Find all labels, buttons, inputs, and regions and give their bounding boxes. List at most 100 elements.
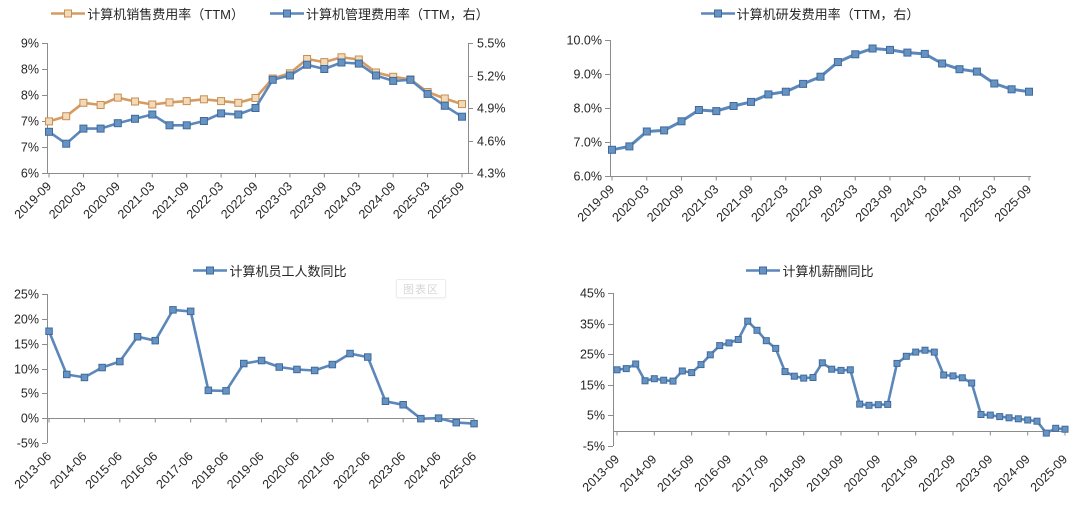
legend-marker-icon: [193, 266, 228, 275]
tick-label: 45%: [580, 287, 605, 301]
tick-label: 2025-03: [390, 179, 432, 221]
legend-marker-icon: [700, 9, 735, 18]
tick-label: 2021-09: [714, 182, 756, 224]
chart-area-tooltip: 图表区: [396, 279, 446, 298]
tick-label: 4.3%: [477, 167, 506, 181]
tick-label: 2014-06: [47, 449, 89, 491]
tick-label: 2025-06: [437, 449, 479, 491]
x-axis-labels: 2019-092020-032020-092021-032021-092022-…: [575, 182, 1034, 224]
tick-label: 2022-03: [184, 179, 226, 221]
series-blue-line: [45, 58, 466, 148]
tick-label: 2024-09: [356, 179, 398, 221]
axes: [42, 294, 475, 444]
legend-item: 计算机薪酬同比: [746, 261, 874, 280]
tick-label: 8%: [21, 63, 39, 77]
legend-item: 计算机销售费用率（TTM）: [51, 4, 244, 23]
tick-label: 15%: [580, 379, 605, 393]
tick-label: 10%: [14, 363, 39, 377]
series-blue-line: [45, 306, 478, 428]
legend: 计算机研发费用率（TTM，右）: [540, 4, 1080, 23]
legend-label: 计算机管理费用率（TTM，右）: [306, 7, 489, 22]
tick-label: 8.0%: [574, 102, 603, 116]
tick-label: 2019-09: [12, 179, 54, 221]
tick-label: 35%: [580, 318, 605, 332]
tick-label: 2023-03: [818, 182, 860, 224]
tick-label: 6.0%: [574, 170, 603, 184]
legend-marker-icon: [746, 266, 781, 275]
series-blue-line: [613, 317, 1069, 437]
series-blue-line: [608, 44, 1033, 154]
tick-label: 2016-06: [118, 449, 160, 491]
tick-label: 2013-09: [580, 452, 622, 494]
x-axis-labels: 2019-092020-032020-092021-032021-092022-…: [12, 179, 467, 221]
tick-label: 5%: [587, 409, 605, 423]
tick-label: 2022-06: [331, 449, 373, 491]
headcount-yoy-plot-area: 25% 20% 15% 10% 5% 0% -5%2013-062014-062015-06…: [12, 288, 479, 492]
tick-label: 2021-09: [878, 452, 920, 494]
tick-label: 2019-09: [804, 452, 846, 494]
tick-label: 15%: [14, 338, 39, 352]
legend: 计算机销售费用率（TTM） 计算机管理费用率（TTM，右）: [0, 4, 540, 23]
tick-label: 20%: [14, 313, 39, 327]
tick-label: 2021-03: [679, 182, 721, 224]
tick-label: 5.2%: [477, 70, 506, 84]
tick-label: -5%: [583, 440, 605, 454]
tick-label: 2013-06: [12, 449, 54, 491]
tick-label: 2022-09: [916, 452, 958, 494]
legend: 计算机员工人数同比: [0, 261, 540, 280]
tick-label: 2024-09: [922, 182, 964, 224]
tick-label: 2020-06: [260, 449, 302, 491]
legend: 计算机薪酬同比: [540, 261, 1080, 280]
salary-yoy-plot-area: 45%35%25%15%5%-5%2013-092014-092015-0920…: [580, 287, 1070, 495]
tick-label: 2018-09: [766, 452, 808, 494]
legend-label: 计算机销售费用率（TTM）: [87, 7, 244, 22]
tick-label: 2025-09: [992, 182, 1034, 224]
tick-label: 2017-09: [729, 452, 771, 494]
tick-label: 2023-06: [366, 449, 408, 491]
tick-label: 9.0%: [574, 68, 603, 82]
chart-sales-admin-expense-ratio[interactable]: 9% 8% 8% 7% 7% 6% 5.5% 5.2% 4.9% 4.6% 4.3% 2019-09 2…: [0, 0, 540, 250]
tick-label: 8%: [21, 89, 39, 103]
sales-admin-expense-ratio-plot-area: 9%8%8%7%7%6%5.5%5.2%4.9%4.6%4.3%2019-092…: [12, 37, 506, 222]
chart-rd-expense-ratio[interactable]: 10.0% 9.0% 8.0% 7.0% 6.0% 2019-09 2020-03 2020-…: [540, 0, 1080, 250]
x-axis-labels: 2013-092014-092015-092016-092017-092018-…: [580, 452, 1070, 494]
tick-label: 2022-09: [218, 179, 260, 221]
tick-label: 4.6%: [477, 135, 506, 149]
tick-label: 2015-09: [654, 452, 696, 494]
tick-label: 2025-03: [957, 182, 999, 224]
legend-item: 计算机研发费用率（TTM，右）: [700, 4, 920, 23]
tick-label: 2019-09: [575, 182, 617, 224]
tick-label: 7%: [21, 115, 39, 129]
chart-headcount-yoy[interactable]: 25% 20% 15% 10% 5% 0% -5% 2013-06 2014-06 2015-06…: [0, 255, 540, 510]
tick-label: 2020-03: [610, 182, 652, 224]
tick-label: -5%: [17, 437, 39, 451]
tick-label: 2020-09: [644, 182, 686, 224]
tick-label: 5.5%: [477, 37, 506, 51]
tick-label: 0%: [21, 412, 39, 426]
rd-expense-ratio-plot-area: 10.0% 9.0% 8.0% 7.0% 6.0%2019-092020-032020-…: [567, 34, 1035, 225]
tick-label: 2023-09: [853, 182, 895, 224]
axes: [42, 43, 473, 178]
tick-label: 6%: [21, 167, 39, 181]
chart-salary-yoy[interactable]: 45% 35% 25% 15% 5% -5% 2013-09 2014-09 2015-09 20…: [540, 255, 1080, 510]
axes: [605, 40, 1031, 181]
tick-label: 2014-09: [617, 452, 659, 494]
tick-label: 2021-06: [295, 449, 337, 491]
tick-label: 2021-09: [149, 179, 191, 221]
tick-label: 2023-09: [287, 179, 329, 221]
x-axis-labels: 2013-062014-062015-062016-062017-062018-…: [12, 449, 479, 491]
tick-label: 2025-09: [425, 179, 467, 221]
legend-label: 计算机研发费用率（TTM，右）: [736, 7, 920, 22]
tick-label: 2022-03: [749, 182, 791, 224]
tick-label: 2015-06: [83, 449, 125, 491]
tick-label: 9%: [21, 37, 39, 51]
tick-label: 4.9%: [477, 102, 506, 116]
tick-label: 2020-03: [46, 179, 88, 221]
tick-label: 2024-06: [401, 449, 443, 491]
tick-label: 2023-09: [953, 452, 995, 494]
tick-label: 2025-09: [1028, 452, 1070, 494]
legend-item: 计算机管理费用率（TTM，右）: [270, 4, 489, 23]
tick-label: 2018-06: [189, 449, 231, 491]
tick-label: 2024-03: [888, 182, 930, 224]
tick-label: 2016-09: [692, 452, 734, 494]
